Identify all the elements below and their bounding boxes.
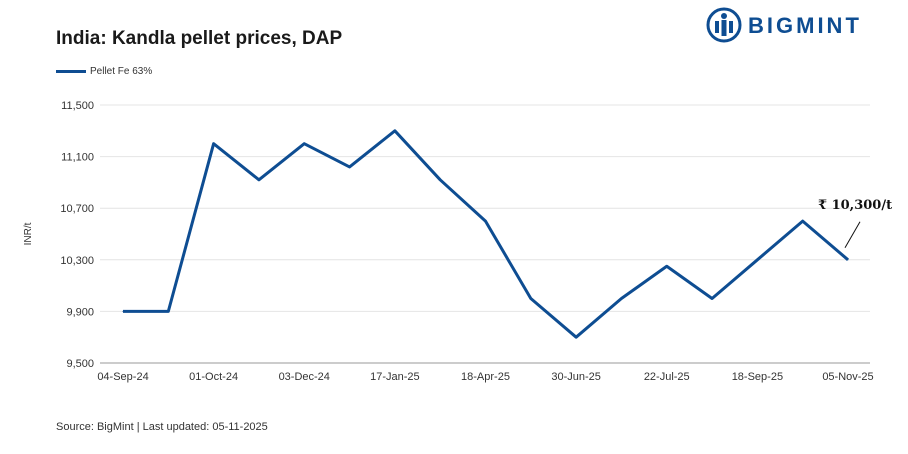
- data-point: [847, 259, 849, 261]
- annotation-leader: [844, 221, 861, 249]
- data-point: [258, 179, 260, 181]
- x-tick-label: 04-Sep-24: [97, 371, 148, 383]
- x-tick-label: 18-Apr-25: [461, 371, 510, 383]
- data-point: [711, 298, 713, 299]
- y-tick-label: 10,300: [60, 255, 94, 267]
- y-tick-label: 9,500: [66, 358, 94, 370]
- bigmint-logo-text: BIGMINT: [748, 13, 862, 38]
- x-tick-label: 18-Sep-25: [732, 371, 783, 383]
- data-point: [666, 265, 668, 267]
- data-point: [303, 143, 305, 145]
- x-tick-label: 01-Oct-24: [189, 371, 238, 383]
- data-point: [394, 130, 396, 132]
- y-tick-label: 11,100: [61, 152, 94, 164]
- source-note: Source: BigMint | Last updated: 05-11-20…: [56, 421, 268, 433]
- bigmint-logo-icon: [706, 7, 742, 43]
- data-point: [756, 259, 758, 261]
- legend-label: Pellet Fe 63%: [90, 66, 153, 77]
- legend-swatch: [56, 70, 86, 73]
- data-point: [122, 310, 124, 312]
- legend: Pellet Fe 63%: [56, 66, 152, 77]
- data-point: [620, 298, 622, 299]
- data-point: [530, 298, 532, 299]
- y-tick-label: 10,700: [60, 203, 94, 215]
- data-point: [167, 310, 169, 312]
- x-tick-label: 30-Jun-25: [551, 371, 601, 383]
- annotation-label: ₹ 10,300/t: [818, 198, 892, 213]
- data-point: [213, 143, 215, 145]
- chart-title: India: Kandla pellet prices, DAP: [56, 28, 343, 49]
- y-tick-label: 9,900: [66, 306, 94, 318]
- data-point: [485, 220, 486, 222]
- x-tick-label: 03-Dec-24: [279, 371, 330, 383]
- x-tick-label: 17-Jan-25: [370, 371, 420, 383]
- bigmint-logo: BIGMINT: [706, 7, 862, 43]
- y-tick-label: 11,500: [61, 100, 94, 112]
- data-point: [349, 166, 351, 168]
- data-point: [802, 220, 804, 222]
- data-point: [439, 179, 441, 181]
- y-axis-label: INR/t: [23, 222, 34, 245]
- x-tick-label: 22-Jul-25: [644, 371, 690, 383]
- data-point: [575, 336, 577, 338]
- series-line: [123, 129, 849, 339]
- x-tick-label: 05-Nov-25: [822, 371, 873, 383]
